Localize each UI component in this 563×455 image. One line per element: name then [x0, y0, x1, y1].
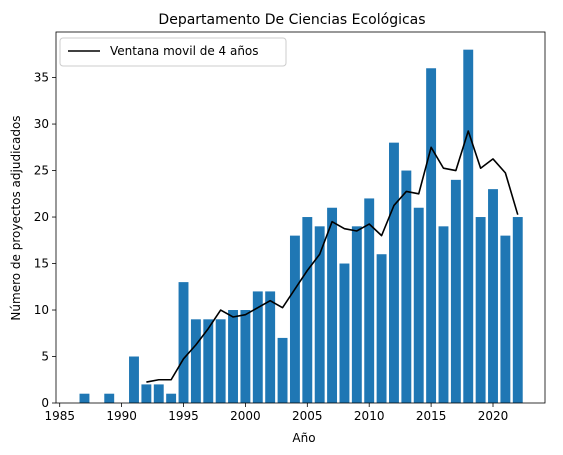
- bar-2012: [389, 142, 399, 404]
- bar-1998: [215, 319, 226, 403]
- x-tick-label-2000: 2000: [230, 409, 261, 423]
- bar-2008: [339, 263, 350, 403]
- bar-2010: [364, 198, 375, 403]
- y-tick-label-0: 0: [41, 396, 49, 410]
- bar-1997: [203, 319, 214, 403]
- bar-2004: [289, 235, 300, 403]
- plot-frame: [55, 31, 546, 404]
- bar-2019: [475, 217, 486, 403]
- bar-2013: [401, 170, 412, 403]
- bar-2011: [376, 254, 387, 403]
- bar-2016: [438, 226, 449, 403]
- bar-2001: [252, 291, 263, 403]
- x-tick-label-1990: 1990: [106, 409, 137, 423]
- bar-2007: [327, 207, 338, 403]
- bar-1996: [190, 319, 201, 403]
- bar-1995: [178, 282, 189, 403]
- y-tick-label-35: 35: [34, 71, 49, 85]
- bar-2014: [413, 207, 424, 403]
- x-tick-label-2010: 2010: [354, 409, 385, 423]
- bars: [79, 49, 523, 404]
- bar-2003: [277, 337, 288, 403]
- y-tick-label-15: 15: [34, 257, 49, 271]
- bar-2015: [426, 68, 437, 404]
- bar-1992: [141, 384, 152, 403]
- y-axis-label: Número de proyectos adjudicados: [9, 115, 23, 320]
- x-tick-label-2020: 2020: [478, 409, 509, 423]
- bar-2006: [314, 226, 325, 403]
- x-tick-label-2015: 2015: [416, 409, 447, 423]
- bar-2002: [265, 291, 276, 403]
- bar-1991: [129, 356, 139, 403]
- bar-2022: [512, 217, 523, 403]
- y-axis: 0 5 10 15 20 25 30 35: [34, 71, 56, 410]
- y-tick-label-5: 5: [41, 350, 49, 364]
- bar-1999: [228, 310, 238, 403]
- x-tick-label-1995: 1995: [168, 409, 199, 423]
- bar-2000: [240, 310, 251, 403]
- x-axis: 1985 1990 1995 2000 2005 2010 2015 2020: [44, 403, 508, 423]
- bar-2017: [450, 179, 461, 403]
- line-series: [146, 130, 519, 383]
- bar-2021: [500, 235, 511, 403]
- y-tick-label-30: 30: [34, 117, 49, 131]
- chart-title: Departamento De Ciencias Ecológicas: [158, 12, 425, 28]
- bar-1989: [104, 393, 115, 403]
- x-axis-label: Año: [292, 431, 315, 445]
- y-tick-label-20: 20: [34, 210, 49, 224]
- y-tick-label-10: 10: [34, 303, 49, 317]
- bar-1987: [79, 393, 90, 403]
- bar-1993: [153, 384, 164, 403]
- moving-average-line: [146, 130, 519, 383]
- bar-2018: [463, 49, 474, 404]
- x-tick-label-1985: 1985: [44, 409, 75, 423]
- y-tick-label-25: 25: [34, 164, 49, 178]
- legend-label: Ventana movil de 4 años: [110, 44, 259, 58]
- bar-2005: [302, 217, 313, 403]
- x-tick-label-2005: 2005: [292, 409, 323, 423]
- bar-2009: [351, 226, 362, 403]
- bar-2020: [488, 189, 498, 403]
- legend: Ventana movil de 4 años: [59, 37, 287, 67]
- legend-box: [59, 37, 287, 67]
- bar-1994: [166, 393, 177, 403]
